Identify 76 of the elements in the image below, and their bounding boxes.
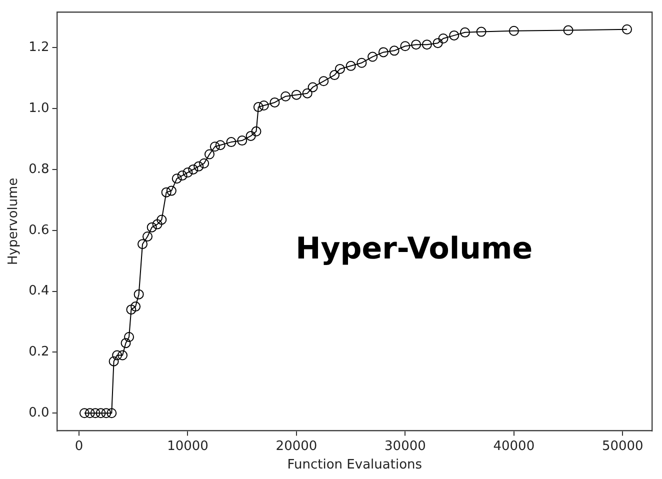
y-tick-label: 1.2 bbox=[28, 40, 50, 56]
point bbox=[330, 70, 340, 80]
y-tick-label: 0.6 bbox=[28, 222, 50, 238]
point bbox=[199, 158, 210, 168]
point bbox=[106, 408, 117, 418]
point bbox=[108, 356, 119, 366]
point bbox=[438, 34, 448, 44]
x-tick-label: 40000 bbox=[493, 438, 535, 454]
point bbox=[460, 27, 470, 38]
point bbox=[177, 170, 188, 181]
point bbox=[138, 239, 148, 250]
point bbox=[334, 64, 345, 74]
y-tick-label: 0.2 bbox=[28, 344, 50, 360]
point bbox=[182, 168, 193, 178]
point bbox=[422, 40, 432, 50]
point bbox=[246, 130, 256, 141]
point bbox=[291, 90, 302, 100]
point bbox=[346, 60, 356, 71]
point bbox=[152, 219, 162, 230]
point bbox=[378, 47, 388, 58]
point bbox=[204, 149, 214, 160]
point bbox=[146, 222, 157, 232]
point bbox=[134, 289, 144, 300]
point bbox=[156, 214, 167, 225]
point bbox=[130, 302, 141, 312]
point bbox=[270, 97, 280, 108]
point bbox=[622, 24, 632, 34]
x-axis-title: Function Evaluations bbox=[287, 458, 422, 473]
point bbox=[432, 38, 443, 48]
x-tick-label: 0 bbox=[74, 438, 84, 454]
point bbox=[400, 41, 410, 52]
point bbox=[118, 350, 128, 360]
point bbox=[258, 100, 269, 111]
point bbox=[508, 26, 519, 36]
point bbox=[90, 408, 100, 418]
point bbox=[411, 40, 422, 50]
point bbox=[172, 174, 182, 184]
y-tick-label: 0.4 bbox=[28, 284, 50, 299]
point bbox=[166, 186, 176, 196]
x-tick-label: 30000 bbox=[384, 438, 426, 454]
point bbox=[101, 408, 112, 418]
point bbox=[253, 102, 264, 112]
point bbox=[194, 161, 204, 172]
point bbox=[308, 82, 318, 92]
point bbox=[79, 408, 90, 418]
point bbox=[368, 52, 378, 62]
point bbox=[476, 26, 486, 37]
point bbox=[302, 88, 312, 98]
point bbox=[280, 91, 291, 102]
point bbox=[251, 126, 262, 136]
point bbox=[84, 408, 95, 418]
annotation: Hyper-Volume bbox=[296, 232, 533, 267]
point bbox=[226, 137, 236, 148]
y-tick-label: 0.8 bbox=[28, 162, 50, 177]
point bbox=[210, 142, 220, 152]
point bbox=[318, 76, 329, 86]
x-tick-label: 20000 bbox=[276, 438, 318, 454]
x-tick-label: 10000 bbox=[167, 438, 208, 454]
point bbox=[563, 25, 574, 36]
point bbox=[449, 30, 460, 40]
point bbox=[188, 164, 198, 174]
point bbox=[96, 408, 106, 418]
point bbox=[112, 350, 122, 360]
point bbox=[120, 338, 131, 348]
y-axis-title: Hypervolume bbox=[6, 178, 22, 266]
point bbox=[126, 304, 136, 315]
point bbox=[142, 231, 153, 242]
y-tick-label: 1.0 bbox=[28, 100, 50, 116]
point bbox=[237, 136, 248, 146]
y-tick-label: 0.0 bbox=[28, 406, 50, 421]
point bbox=[389, 46, 400, 56]
point bbox=[356, 58, 367, 68]
point bbox=[124, 332, 134, 342]
x-tick-label: 50000 bbox=[602, 438, 644, 454]
point bbox=[215, 140, 226, 150]
point bbox=[161, 187, 172, 198]
